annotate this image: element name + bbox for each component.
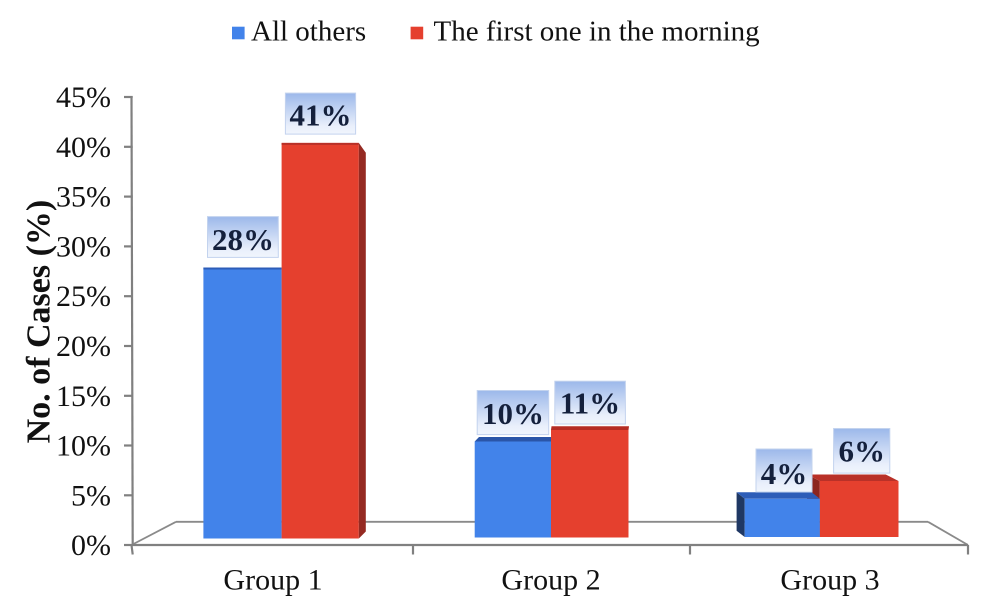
svg-text:4%: 4%	[761, 456, 808, 491]
svg-text:5%: 5%	[71, 479, 111, 512]
svg-text:40%: 40%	[56, 131, 111, 164]
svg-text:All others: All others	[251, 16, 366, 48]
svg-text:10%: 10%	[482, 396, 544, 431]
svg-text:6%: 6%	[838, 434, 885, 469]
svg-text:Group 2: Group 2	[501, 564, 600, 597]
svg-text:The first one in the morning: The first one in the morning	[434, 16, 760, 48]
svg-text:35%: 35%	[56, 181, 111, 214]
svg-text:41%: 41%	[290, 98, 352, 133]
svg-text:45%: 45%	[56, 81, 111, 114]
svg-text:28%: 28%	[212, 222, 274, 257]
svg-text:25%: 25%	[56, 280, 111, 313]
svg-text:15%: 15%	[56, 380, 111, 413]
svg-text:0%: 0%	[71, 529, 111, 562]
svg-text:Group 3: Group 3	[780, 564, 879, 597]
svg-text:20%: 20%	[56, 330, 111, 363]
svg-text:30%: 30%	[56, 230, 111, 263]
svg-text:11%: 11%	[560, 386, 620, 421]
svg-text:Group 1: Group 1	[223, 564, 322, 597]
svg-text:No. of Cases (%): No. of Cases (%)	[20, 200, 57, 444]
svg-text:10%: 10%	[56, 430, 111, 463]
